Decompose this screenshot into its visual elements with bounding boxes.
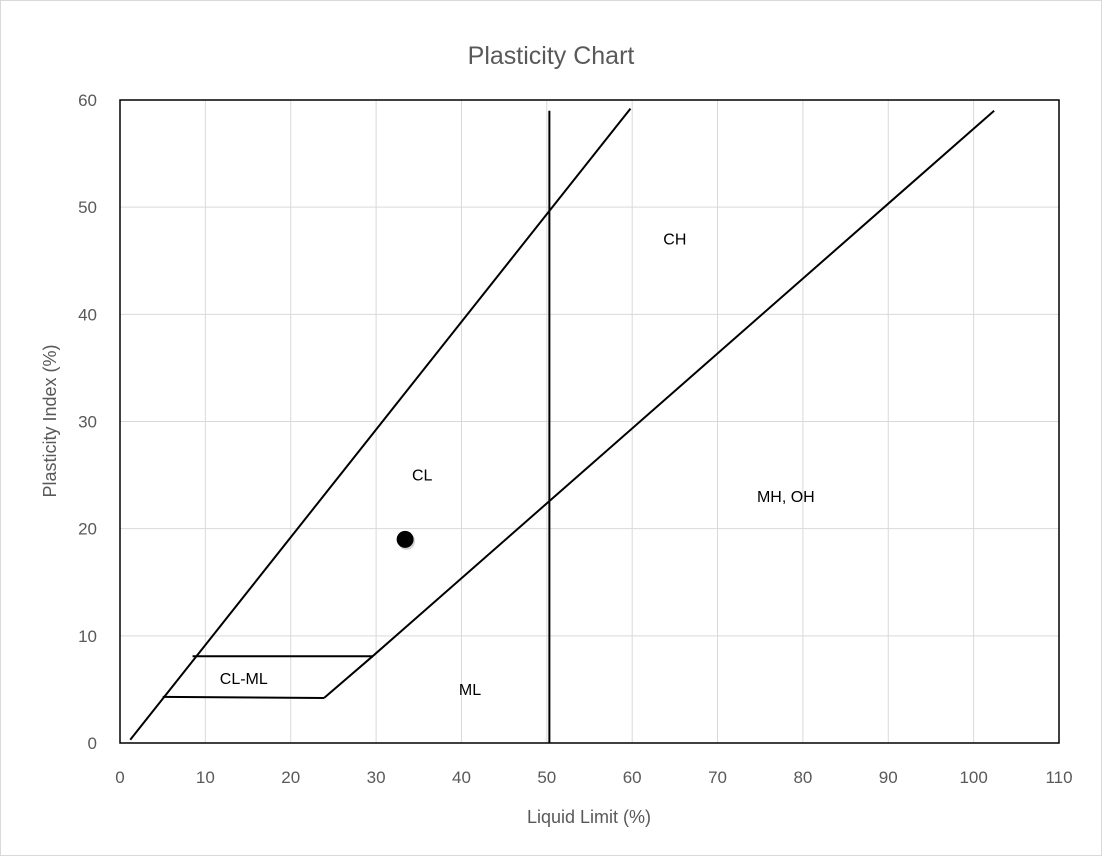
x-tick-label: 80 [793, 768, 812, 787]
grid [120, 100, 1059, 743]
x-tick-label: 30 [367, 768, 386, 787]
x-tick-label: 40 [452, 768, 471, 787]
y-tick-label: 60 [78, 91, 97, 110]
y-tick-label: 20 [78, 520, 97, 539]
y-tick-label: 10 [78, 627, 97, 646]
data-points [396, 530, 416, 550]
zone-label: CL-ML [220, 671, 268, 688]
boundary-line-5 [162, 695, 325, 699]
x-tick-label: 90 [879, 768, 898, 787]
plot-border [119, 99, 1060, 744]
y-tick-label: 40 [78, 305, 97, 324]
chart-title: Plasticity Chart [468, 42, 635, 70]
x-tick-labels: 0 10 20 30 40 50 60 70 80 90 100 110 [115, 768, 1072, 787]
x-tick-label: 100 [959, 768, 987, 787]
x-axis-label: Liquid Limit (%) [527, 807, 651, 827]
boundary-line-1 [129, 107, 632, 741]
y-tick-label: 0 [88, 734, 97, 753]
chart-lines [129, 107, 995, 743]
zone-label: CL [412, 467, 433, 484]
y-tick-label: 30 [78, 413, 97, 432]
zone-label: MH, OH [757, 489, 815, 506]
x-tick-label: 60 [623, 768, 642, 787]
y-tick-labels: 0 10 20 30 40 50 60 [78, 91, 97, 753]
y-axis-label: Plasticity Index (%) [40, 344, 60, 497]
x-tick-label: 20 [281, 768, 300, 787]
x-tick-label: 10 [196, 768, 215, 787]
data-point [396, 530, 414, 548]
x-tick-label: 50 [537, 768, 556, 787]
zone-label: ML [459, 682, 481, 699]
boundary-line-2 [323, 109, 995, 699]
zone-labels: CH CL MH, OH CL-ML ML [220, 232, 815, 699]
zone-label: CH [663, 232, 686, 249]
x-tick-label: 110 [1045, 768, 1072, 787]
y-tick-label: 50 [78, 198, 97, 217]
x-tick-label: 70 [708, 768, 727, 787]
x-tick-label: 0 [115, 768, 124, 787]
